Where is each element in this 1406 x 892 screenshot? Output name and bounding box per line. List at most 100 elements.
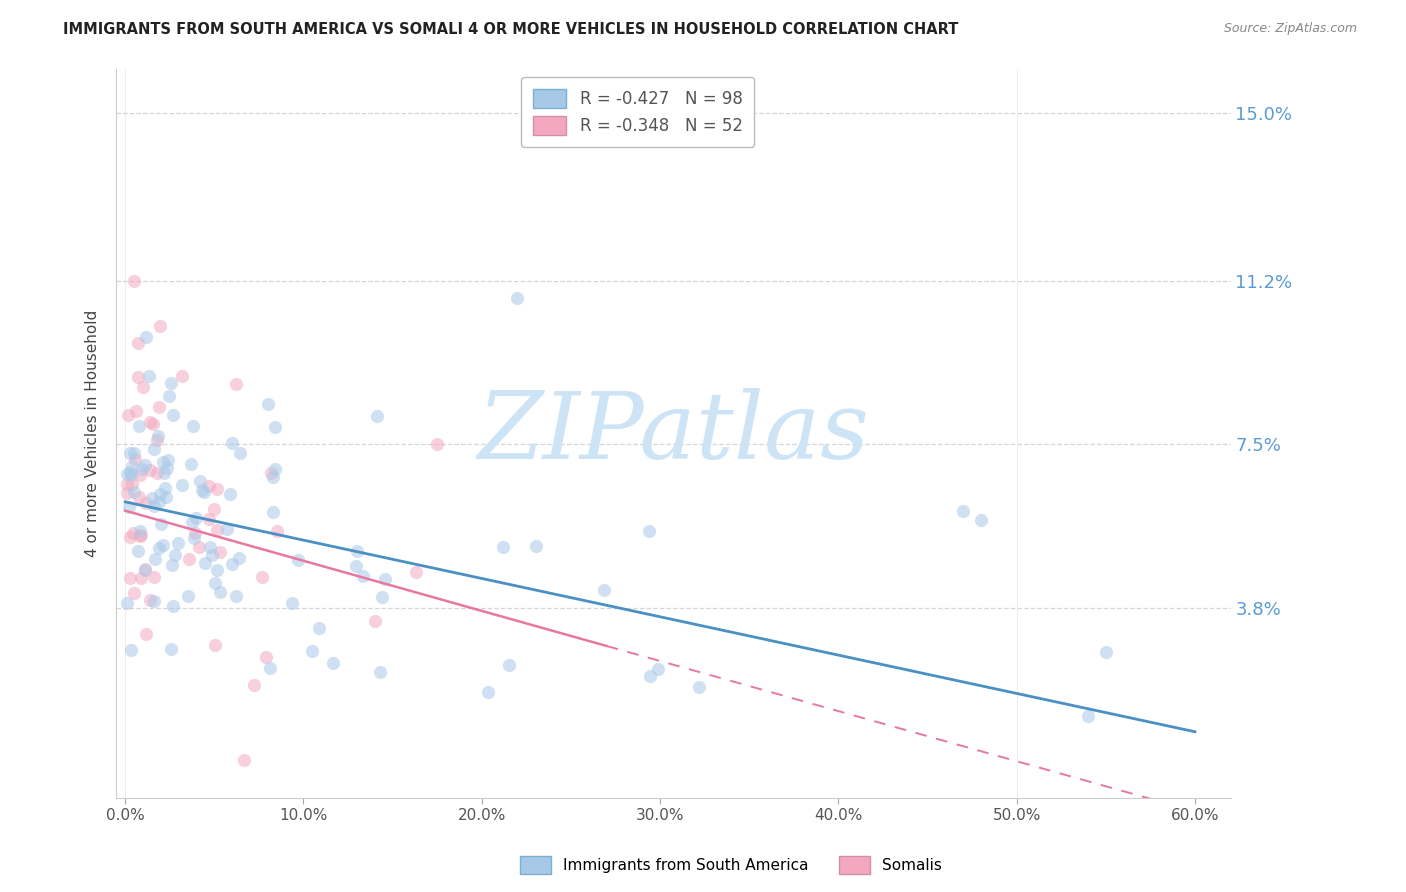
Point	[127, 369, 149, 384]
Point	[640, 669, 662, 683]
Point	[184, 526, 207, 541]
Point	[124, 452, 146, 467]
Point	[647, 662, 669, 676]
Point	[153, 481, 176, 495]
Point	[183, 531, 205, 545]
Point	[141, 491, 163, 505]
Point	[117, 477, 139, 491]
Point	[160, 558, 183, 573]
Point	[233, 753, 256, 767]
Point	[115, 486, 138, 500]
Point	[262, 505, 284, 519]
Point	[204, 576, 226, 591]
Point	[266, 524, 288, 538]
Point	[188, 474, 211, 488]
Point	[373, 572, 395, 586]
Point	[970, 512, 993, 526]
Point	[1094, 645, 1116, 659]
Point	[287, 552, 309, 566]
Y-axis label: 4 or more Vehicles in Household: 4 or more Vehicles in Household	[86, 310, 100, 557]
Point	[366, 409, 388, 424]
Point	[149, 486, 172, 500]
Point	[638, 524, 661, 538]
Point	[688, 680, 710, 694]
Point	[117, 408, 139, 422]
Point	[152, 455, 174, 469]
Point	[205, 482, 228, 496]
Point	[150, 517, 173, 532]
Point	[128, 418, 150, 433]
Point	[149, 318, 172, 333]
Point	[120, 468, 142, 483]
Point	[167, 535, 190, 549]
Point	[131, 528, 153, 542]
Point	[122, 446, 145, 460]
Text: ZIPatlas: ZIPatlas	[478, 388, 869, 478]
Point	[148, 401, 170, 415]
Point	[492, 541, 515, 555]
Point	[142, 500, 165, 514]
Point	[135, 627, 157, 641]
Point	[127, 544, 149, 558]
Point	[506, 292, 529, 306]
Point	[198, 540, 221, 554]
Point	[143, 552, 166, 566]
Point	[118, 445, 141, 459]
Point	[162, 599, 184, 613]
Point	[120, 643, 142, 657]
Point	[148, 429, 170, 443]
Point	[172, 477, 194, 491]
Point	[180, 457, 202, 471]
Point	[225, 377, 247, 392]
Point	[135, 496, 157, 510]
Point	[194, 557, 217, 571]
Point	[263, 419, 285, 434]
Point	[259, 661, 281, 675]
Point	[156, 461, 179, 475]
Point	[229, 446, 252, 460]
Point	[170, 368, 193, 383]
Point	[152, 538, 174, 552]
Point	[146, 466, 169, 480]
Point	[209, 545, 232, 559]
Point	[198, 512, 221, 526]
Point	[344, 559, 367, 574]
Text: Source: ZipAtlas.com: Source: ZipAtlas.com	[1223, 22, 1357, 36]
Point	[368, 665, 391, 679]
Point	[134, 562, 156, 576]
Point	[204, 638, 226, 652]
Point	[128, 529, 150, 543]
Point	[281, 596, 304, 610]
Point	[205, 563, 228, 577]
Point	[371, 590, 394, 604]
Point	[426, 437, 449, 451]
Text: IMMIGRANTS FROM SOUTH AMERICA VS SOMALI 4 OR MORE VEHICLES IN HOUSEHOLD CORRELAT: IMMIGRANTS FROM SOUTH AMERICA VS SOMALI …	[63, 22, 959, 37]
Point	[128, 490, 150, 504]
Point	[163, 549, 186, 563]
Point	[208, 584, 231, 599]
Point	[257, 397, 280, 411]
Point	[364, 614, 387, 628]
Point	[1077, 708, 1099, 723]
Point	[243, 678, 266, 692]
Point	[264, 461, 287, 475]
Point	[250, 570, 273, 584]
Point	[198, 479, 221, 493]
Point	[120, 530, 142, 544]
Point	[139, 593, 162, 607]
Point	[148, 495, 170, 509]
Point	[152, 467, 174, 481]
Point	[228, 551, 250, 566]
Point	[177, 552, 200, 566]
Point	[120, 465, 142, 479]
Point	[122, 525, 145, 540]
Point	[129, 467, 152, 482]
Point	[143, 442, 166, 457]
Point	[142, 570, 165, 584]
Point	[157, 389, 180, 403]
Point	[118, 500, 141, 514]
Point	[262, 469, 284, 483]
Point	[121, 459, 143, 474]
Point	[135, 329, 157, 343]
Point	[131, 570, 153, 584]
